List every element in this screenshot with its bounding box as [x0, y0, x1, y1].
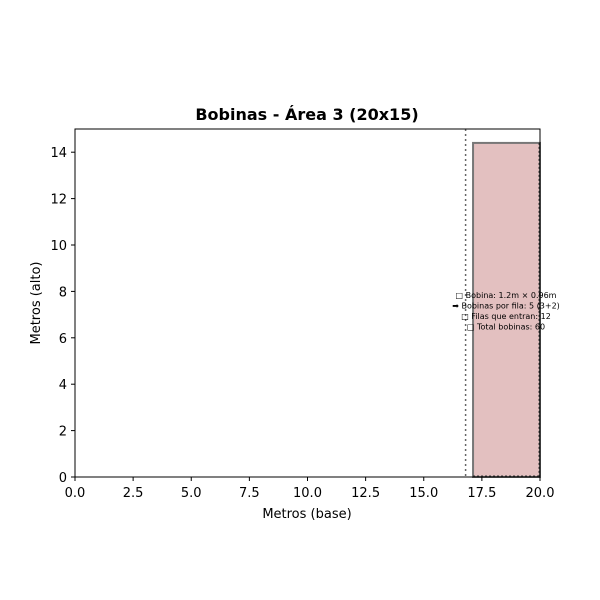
x-tick-label: 0.0 — [65, 486, 86, 501]
y-tick-label: 4 — [59, 378, 67, 393]
y-tick-label: 0 — [59, 471, 67, 486]
x-tick-label: 17.5 — [467, 486, 496, 501]
x-tick-label: 2.5 — [123, 486, 144, 501]
annotation-box: □ Bobina: 1.2m × 0.96m ➡ Bobinas por fila… — [452, 291, 560, 332]
x-tick-label: 15.0 — [409, 486, 438, 501]
coil-block — [472, 141, 542, 478]
x-tick-label: 10.0 — [293, 486, 322, 501]
x-tick-label: 20.0 — [526, 486, 555, 501]
x-tick-label: 5.0 — [181, 486, 202, 501]
y-tick-label: 14 — [50, 146, 67, 161]
y-tick-label: 6 — [59, 332, 67, 347]
x-axis-ticks: 0.0 2.5 5.0 7.5 10.0 12.5 15.0 17.5 20.0 — [65, 477, 555, 501]
annotation-line: ➡ Bobinas por fila: 5 (3+2) — [452, 302, 560, 311]
y-tick-label: 8 — [59, 285, 67, 300]
y-axis-ticks: 0 2 4 6 8 10 12 14 — [50, 146, 75, 486]
plot-area — [464, 129, 542, 478]
annotation-line: □ Filas que entran: 12 — [461, 312, 551, 321]
x-tick-label: 12.5 — [351, 486, 380, 501]
x-tick-label: 7.5 — [239, 486, 260, 501]
annotation-line: □ Total bobinas: 60 — [467, 323, 545, 332]
y-tick-label: 10 — [50, 239, 67, 254]
chart-title: Bobinas - Área 3 (20x15) — [195, 105, 418, 124]
y-tick-label: 2 — [59, 425, 67, 440]
y-tick-label: 12 — [50, 193, 67, 208]
annotation-line: □ Bobina: 1.2m × 0.96m — [456, 291, 557, 300]
y-axis-label: Metros (alto) — [29, 261, 44, 344]
x-axis-label: Metros (base) — [262, 507, 351, 522]
